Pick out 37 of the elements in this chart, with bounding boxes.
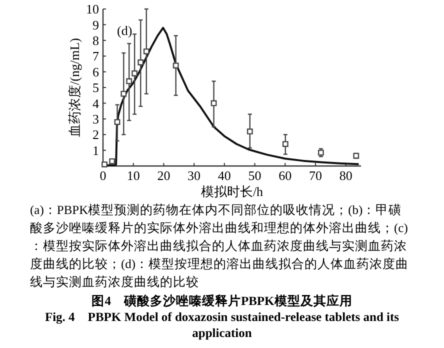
x-tick-label: 0 bbox=[100, 168, 106, 183]
point bbox=[109, 158, 116, 164]
y-tick-label: 3 bbox=[92, 111, 99, 126]
y-tick-label: 4 bbox=[92, 96, 100, 111]
annotation: (d) bbox=[117, 23, 132, 38]
y-tick-label: 9 bbox=[92, 17, 99, 32]
point bbox=[210, 100, 217, 106]
x-tick-label: 70 bbox=[308, 168, 322, 183]
point bbox=[282, 141, 288, 147]
text: (a)：PBPK模型预测的药物在体内不同部位的吸收情况；(b)：甲磺酸多沙唑嗪缓释片的实际体外溶出曲线和理想的体外溶出曲线；(c)：模型按实际体外溶出曲线拟合的人体血药浓度曲线与实测血药浓度曲线的比较；(d)：模型按理想的溶出曲线拟合的人体血药浓度曲线与实测血药浓度曲线的比较 bbox=[30, 203, 409, 289]
point bbox=[126, 78, 132, 84]
y-tick-label: 7 bbox=[92, 48, 100, 64]
x-tick-label: 30 bbox=[188, 168, 201, 183]
x-tick-label: 50 bbox=[248, 168, 262, 183]
x-tick-label: 40 bbox=[218, 168, 231, 183]
y-tick-label: 8 bbox=[92, 32, 99, 48]
caption: 图4 磺酸多沙唑嗪缓释片PBPK模型及其应用 bbox=[92, 293, 352, 308]
point bbox=[114, 119, 120, 125]
point bbox=[138, 59, 144, 66]
x-axis-title: 模拟时长/h bbox=[200, 184, 264, 199]
point bbox=[246, 128, 253, 134]
y-tick-label: 10 bbox=[86, 2, 99, 17]
x-tick-label: 10 bbox=[126, 168, 140, 183]
y-tick-label: 2 bbox=[92, 127, 99, 142]
x-tick-label: 60 bbox=[278, 168, 292, 183]
point bbox=[143, 48, 150, 54]
point bbox=[120, 90, 127, 97]
point bbox=[102, 161, 108, 168]
point bbox=[132, 70, 138, 76]
x-tick-label: 80 bbox=[339, 168, 352, 183]
x-tick-label: 20 bbox=[157, 168, 170, 183]
y-tick-label: 5 bbox=[92, 80, 99, 96]
y-axis-title: 血药浓度/(ng/mL) bbox=[67, 38, 82, 137]
y-tick-label: 1 bbox=[92, 142, 99, 158]
y-tick-label: 6 bbox=[92, 64, 100, 80]
caption: Fig. 4 PBPK Model of doxazosin sustained-release tablets and its application bbox=[44, 310, 400, 340]
point bbox=[172, 62, 179, 68]
